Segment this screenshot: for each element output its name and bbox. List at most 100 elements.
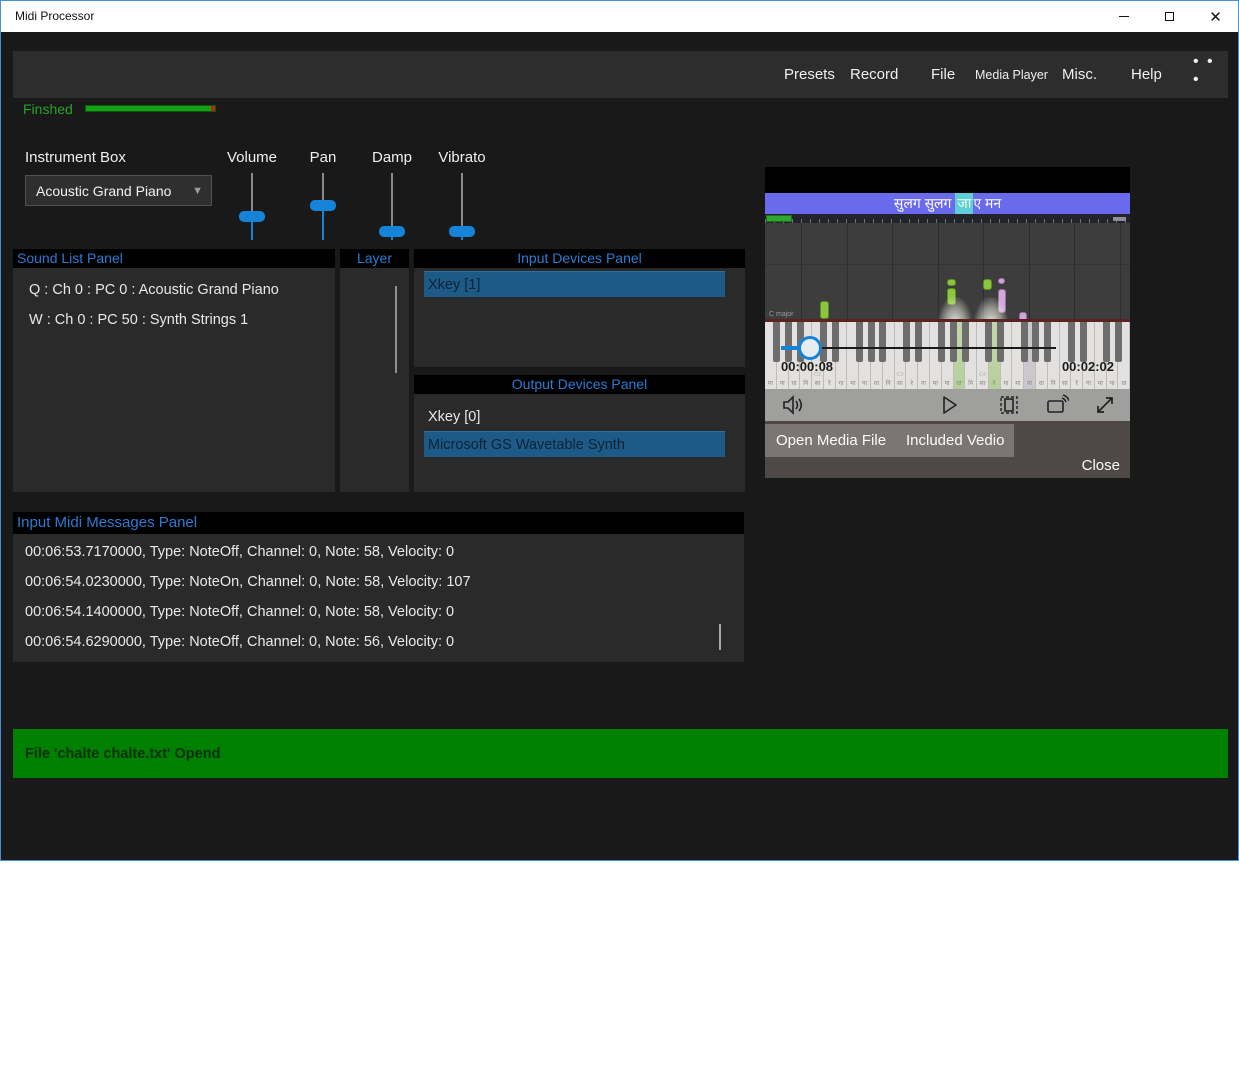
octave-label: C2 [814, 372, 822, 378]
black-key [773, 322, 781, 362]
black-key [1020, 322, 1028, 362]
seek-thumb[interactable] [798, 336, 822, 360]
aspect-ratio-icon[interactable] [997, 393, 1021, 417]
fullscreen-icon[interactable] [1093, 393, 1117, 417]
video-timeline [765, 214, 1130, 223]
midi-message-line: 00:06:54.6290000, Type: NoteOff, Channel… [25, 634, 455, 650]
input-midi-messages-panel: Input Midi Messages Panel 00:06:53.71700… [13, 512, 744, 662]
menu-item-media-player[interactable]: Media Player [975, 67, 1048, 82]
slider-thumb[interactable] [239, 211, 265, 222]
black-key [867, 322, 875, 362]
midi-messages-scrollbar[interactable] [719, 624, 721, 650]
input-midi-messages-panel-header: Input Midi Messages Panel [13, 512, 744, 534]
time-current: 00:00:08 [781, 359, 834, 374]
white-key: नि [882, 322, 895, 389]
slider-fill [322, 205, 324, 240]
octave-label: C3 [896, 372, 904, 378]
sargam-label: नि [968, 381, 974, 387]
seek-bar-remaining[interactable] [813, 347, 1056, 349]
title-bar: Midi Processor ✕ [1, 1, 1238, 32]
slider-thumb[interactable] [449, 226, 475, 237]
more-menu-button[interactable]: • • • [1193, 53, 1215, 88]
note-green [983, 279, 992, 290]
slider-fill [251, 216, 253, 240]
sargam-label: गा [1086, 381, 1091, 387]
progress-bar [85, 105, 216, 112]
maximize-button[interactable] [1147, 1, 1192, 32]
sound-list-item[interactable]: W : Ch 0 : PC 50 : Synth Strings 1 [29, 312, 249, 328]
black-key [879, 322, 887, 362]
media-close-button[interactable]: Close [1081, 457, 1120, 474]
black-key [1103, 322, 1111, 362]
sargam-label: पा [862, 381, 868, 387]
roll-gridline-v [1074, 223, 1075, 319]
cast-icon[interactable] [1045, 393, 1069, 417]
menu-item-record[interactable]: Record [850, 66, 899, 83]
seek-bar-filled[interactable] [781, 346, 813, 350]
sargam-label: धा [1121, 381, 1127, 387]
roll-gridline-v [938, 223, 939, 319]
black-key [1032, 322, 1040, 362]
white-key: गा [1000, 322, 1013, 389]
timeline-counter [1113, 217, 1126, 221]
app-window: Midi Processor ✕ • • • Presets Record File… [0, 0, 1239, 861]
minimize-button[interactable] [1101, 1, 1146, 32]
volume-icon[interactable] [780, 393, 804, 417]
open-media-file-button[interactable]: Open Media File [776, 432, 887, 449]
sargam-label: पा [1109, 381, 1115, 387]
menu-item-presets[interactable]: Presets [784, 66, 835, 83]
sargam-label: रे [1075, 381, 1078, 387]
slider-track[interactable] [251, 173, 253, 240]
layer-scrollbar[interactable] [395, 286, 397, 373]
slider-track[interactable] [461, 173, 463, 240]
window-title: Midi Processor [15, 9, 95, 23]
menu-item-misc-[interactable]: Misc. [1062, 66, 1097, 83]
transport-bar [765, 389, 1130, 421]
lyrics-bar: सुलग सुलग जा ए मन [765, 193, 1130, 214]
sargam-label: पा [779, 381, 785, 387]
sargam-label: गा [921, 381, 927, 387]
device-item[interactable]: Xkey [0] [428, 409, 481, 425]
sargam-label: मा [1097, 381, 1103, 387]
slider-label-pan: Pan [309, 149, 337, 166]
black-key [938, 322, 946, 362]
sound-list-item[interactable]: Q : Ch 0 : PC 0 : Acoustic Grand Piano [29, 282, 279, 298]
sargam-label: नि [1050, 381, 1056, 387]
device-item[interactable]: Microsoft GS Wavetable Synth [424, 431, 725, 457]
slider-track[interactable] [391, 173, 393, 240]
octave-label: C4 [978, 372, 986, 378]
white-key: गा [835, 322, 848, 389]
included-video-button[interactable]: Included Vedio [906, 432, 1005, 449]
slider-thumb[interactable] [310, 200, 336, 211]
chevron-down-icon: ▼ [192, 185, 203, 197]
black-key [961, 322, 969, 362]
black-key [985, 322, 993, 362]
slider-thumb[interactable] [379, 226, 405, 237]
menu-bar: • • • Presets Record File Media Player Misc.… [13, 51, 1228, 98]
sargam-label: सा [897, 381, 903, 387]
sargam-label: धा [873, 381, 880, 387]
instrument-dropdown[interactable]: Acoustic Grand Piano ▼ [25, 175, 212, 206]
menu-item-file[interactable]: File [931, 66, 956, 83]
sargam-label: गा [1003, 381, 1009, 387]
output-devices-panel: Output Devices Panel Xkey [0] Microsoft G… [414, 375, 745, 492]
progress-bar-fill [86, 106, 212, 111]
black-key [855, 322, 863, 362]
keyboard-hit-line [765, 319, 1130, 322]
instrument-dropdown-value: Acoustic Grand Piano [36, 182, 172, 199]
roll-gridline-v [1029, 223, 1030, 319]
roll-gridline-v [983, 223, 984, 319]
sound-list-panel-header: Sound List Panel [13, 249, 335, 268]
black-key [1067, 322, 1075, 362]
note-green [820, 301, 829, 319]
roll-gridline-v [892, 223, 893, 319]
sargam-label: पा [1027, 381, 1033, 387]
roll-gridline-v [1120, 223, 1121, 319]
menu-item-help[interactable]: Help [1131, 66, 1162, 83]
play-icon[interactable] [937, 393, 961, 417]
black-key [902, 322, 910, 362]
black-key [1114, 322, 1122, 362]
layer-panel: Layer [340, 249, 409, 492]
device-item[interactable]: Xkey [1] [424, 271, 725, 297]
close-button[interactable]: ✕ [1193, 1, 1238, 32]
